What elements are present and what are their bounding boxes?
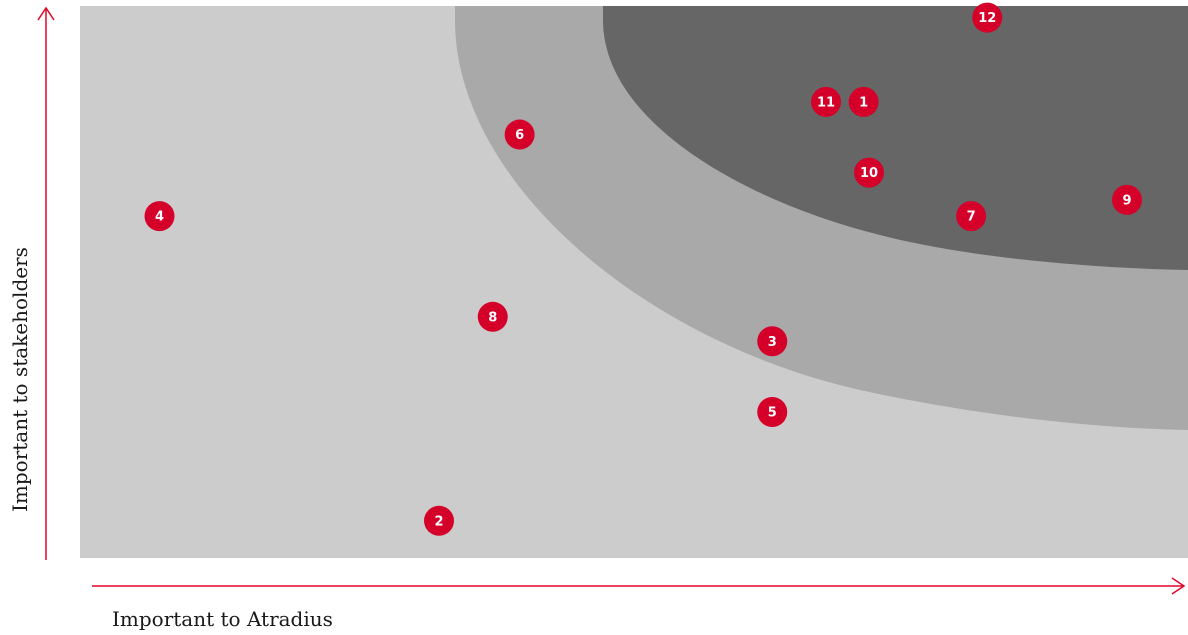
data-point: 9 — [1112, 184, 1142, 215]
data-point: 1 — [848, 86, 879, 117]
data-point-label: 12 — [978, 11, 996, 26]
data-point: 8 — [477, 301, 508, 332]
x-axis-arrowhead — [1171, 577, 1186, 595]
data-point-marker — [956, 201, 987, 232]
data-point-label: 3 — [768, 335, 777, 350]
data-point-marker — [848, 86, 879, 117]
x-axis-label: Important to Atradius — [112, 607, 333, 631]
data-point-marker — [757, 326, 788, 357]
data-point: 3 — [757, 326, 788, 357]
y-axis-arrowhead — [37, 6, 55, 21]
data-point-marker — [854, 157, 884, 188]
y-axis-label: Important to stakeholders — [8, 247, 32, 512]
data-point-marker — [757, 397, 788, 427]
data-point-marker — [504, 119, 535, 150]
data-point-marker — [811, 86, 841, 117]
data-point-label: 9 — [1122, 193, 1131, 208]
data-point-label: 11 — [817, 95, 835, 110]
data-point: 6 — [504, 119, 535, 150]
data-point: 2 — [424, 505, 454, 536]
data-point-label: 10 — [860, 166, 878, 181]
data-point-marker — [972, 2, 1003, 33]
data-point-label: 8 — [488, 310, 497, 325]
data-point: 12 — [972, 2, 1003, 33]
data-point-marker — [1112, 184, 1142, 215]
data-point-label: 6 — [515, 128, 524, 143]
data-point: 7 — [956, 201, 987, 232]
data-point-label: 7 — [967, 210, 976, 225]
data-point-label: 4 — [155, 210, 164, 225]
data-point: 11 — [811, 86, 841, 117]
data-point-marker — [144, 201, 175, 232]
data-point-label: 2 — [434, 514, 443, 529]
data-point-marker — [424, 505, 454, 536]
data-point-label: 5 — [768, 406, 777, 421]
data-point: 5 — [757, 397, 788, 427]
data-point: 10 — [854, 157, 884, 188]
zone-high-area — [603, 6, 1188, 270]
data-point-marker — [477, 301, 508, 332]
data-point-label: 1 — [859, 95, 868, 110]
data-point: 4 — [144, 201, 175, 232]
